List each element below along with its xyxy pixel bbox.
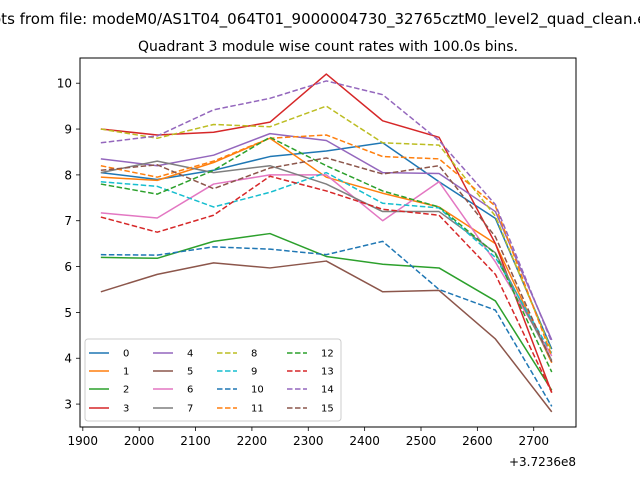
legend-label-0: 0 xyxy=(123,349,129,360)
y-tick-label: 9 xyxy=(64,123,72,137)
legend-label-14: 14 xyxy=(321,385,334,396)
series-line-15 xyxy=(100,157,553,363)
y-tick-label: 6 xyxy=(64,260,72,274)
series-line-14 xyxy=(100,80,553,343)
axes-frame xyxy=(79,57,577,428)
series-line-10 xyxy=(100,240,553,407)
x-tick-label: 2600 xyxy=(462,434,493,448)
x-tick-label: 1900 xyxy=(68,434,99,448)
series-group xyxy=(100,73,553,413)
y-tick-label: 5 xyxy=(64,306,72,320)
series-line-12 xyxy=(100,136,553,373)
series-line-6 xyxy=(100,174,553,357)
x-tick-label: 2300 xyxy=(293,434,324,448)
series-line-0 xyxy=(100,142,553,350)
legend-label-12: 12 xyxy=(321,349,334,360)
legend-label-3: 3 xyxy=(123,404,129,415)
series-line-8 xyxy=(100,105,553,352)
y-tick-label: 3 xyxy=(64,398,72,412)
legend-label-5: 5 xyxy=(187,367,193,378)
series-line-9 xyxy=(100,171,553,355)
x-axis: 1900 2000 2100 2200 2300 2400 2500 2600 2700 xyxy=(68,427,549,448)
y-tick-label: 8 xyxy=(64,168,72,182)
series-line-13 xyxy=(100,175,553,393)
legend-label-8: 8 xyxy=(251,349,257,360)
legend-label-7: 7 xyxy=(187,404,193,415)
legend-label-1: 1 xyxy=(123,367,129,378)
x-tick-label: 2500 xyxy=(406,434,437,448)
legend-label-10: 10 xyxy=(251,385,264,396)
legend-label-2: 2 xyxy=(123,385,129,396)
legend-label-4: 4 xyxy=(187,349,193,360)
figure-suptitle: Plots from file: modeM0/AS1T04_064T01_90… xyxy=(0,10,640,29)
legend-label-13: 13 xyxy=(321,367,334,378)
legend-label-15: 15 xyxy=(321,404,334,415)
legend-label-9: 9 xyxy=(251,367,257,378)
series-line-4 xyxy=(100,132,553,341)
x-tick-label: 2100 xyxy=(180,434,211,448)
x-tick-label: 2000 xyxy=(124,434,155,448)
x-tick-label: 2200 xyxy=(237,434,268,448)
y-tick-label: 10 xyxy=(57,77,72,91)
chart-title: Quadrant 3 module wise count rates with … xyxy=(138,39,518,55)
x-offset-label: +3.7236e8 xyxy=(509,455,576,469)
x-tick-label: 2400 xyxy=(349,434,380,448)
series-line-11 xyxy=(100,134,553,357)
legend-label-6: 6 xyxy=(187,385,193,396)
legend-label-11: 11 xyxy=(251,404,264,415)
y-axis: 3 4 5 6 7 8 9 10 xyxy=(57,77,80,412)
series-line-1 xyxy=(100,137,553,364)
y-tick-label: 4 xyxy=(64,352,72,366)
series-line-5 xyxy=(100,260,553,413)
legend-frame xyxy=(84,338,342,422)
x-tick-label: 2700 xyxy=(518,434,549,448)
y-tick-label: 7 xyxy=(64,214,72,228)
